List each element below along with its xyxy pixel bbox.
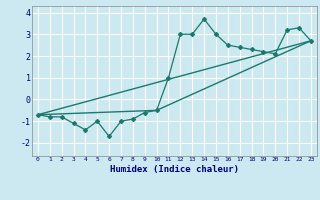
X-axis label: Humidex (Indice chaleur): Humidex (Indice chaleur) [110, 165, 239, 174]
